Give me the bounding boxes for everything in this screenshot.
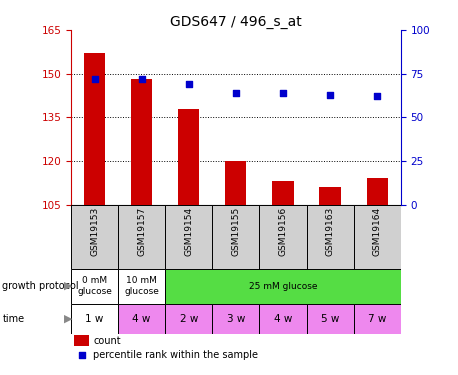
Text: 3 w: 3 w xyxy=(227,314,245,324)
Bar xyxy=(354,303,401,334)
Bar xyxy=(306,205,354,268)
Text: ▶: ▶ xyxy=(64,281,72,291)
Text: ▶: ▶ xyxy=(64,314,72,324)
Bar xyxy=(213,303,259,334)
Text: count: count xyxy=(93,336,121,346)
Bar xyxy=(165,205,213,268)
Text: 25 mM glucose: 25 mM glucose xyxy=(249,282,317,291)
Bar xyxy=(259,205,306,268)
Text: 4 w: 4 w xyxy=(132,314,151,324)
Text: GSM19157: GSM19157 xyxy=(137,207,146,256)
Text: growth protocol: growth protocol xyxy=(2,281,79,291)
Point xyxy=(91,76,98,82)
Text: percentile rank within the sample: percentile rank within the sample xyxy=(93,350,258,360)
Text: GSM19164: GSM19164 xyxy=(373,207,382,256)
Text: GSM19156: GSM19156 xyxy=(278,207,288,256)
Point xyxy=(374,93,381,99)
Bar xyxy=(71,268,118,303)
Point xyxy=(185,81,192,87)
Text: GSM19153: GSM19153 xyxy=(90,207,99,256)
Bar xyxy=(225,161,246,205)
Bar xyxy=(165,268,401,303)
Bar xyxy=(306,303,354,334)
Bar xyxy=(165,303,213,334)
Text: 0 mM
glucose: 0 mM glucose xyxy=(77,276,112,296)
Point xyxy=(279,90,287,96)
Text: 2 w: 2 w xyxy=(180,314,198,324)
Text: GSM19155: GSM19155 xyxy=(231,207,240,256)
Text: 1 w: 1 w xyxy=(85,314,104,324)
Bar xyxy=(213,205,259,268)
Bar xyxy=(118,205,165,268)
Point xyxy=(138,76,145,82)
Title: GDS647 / 496_s_at: GDS647 / 496_s_at xyxy=(170,15,302,29)
Bar xyxy=(259,303,306,334)
Bar xyxy=(74,335,89,346)
Text: GSM19163: GSM19163 xyxy=(326,207,335,256)
Point xyxy=(327,92,334,98)
Bar xyxy=(84,53,105,205)
Point xyxy=(232,90,240,96)
Bar xyxy=(118,268,165,303)
Text: GSM19154: GSM19154 xyxy=(184,207,193,256)
Bar xyxy=(178,109,199,205)
Point xyxy=(78,352,85,358)
Bar xyxy=(354,205,401,268)
Bar xyxy=(131,80,152,205)
Bar xyxy=(320,187,341,205)
Text: 5 w: 5 w xyxy=(321,314,339,324)
Bar xyxy=(366,178,388,205)
Bar xyxy=(273,182,294,205)
Text: 7 w: 7 w xyxy=(368,314,387,324)
Bar xyxy=(71,303,118,334)
Text: 4 w: 4 w xyxy=(274,314,292,324)
Text: time: time xyxy=(2,314,24,324)
Bar xyxy=(118,303,165,334)
Text: 10 mM
glucose: 10 mM glucose xyxy=(124,276,159,296)
Bar xyxy=(71,205,118,268)
